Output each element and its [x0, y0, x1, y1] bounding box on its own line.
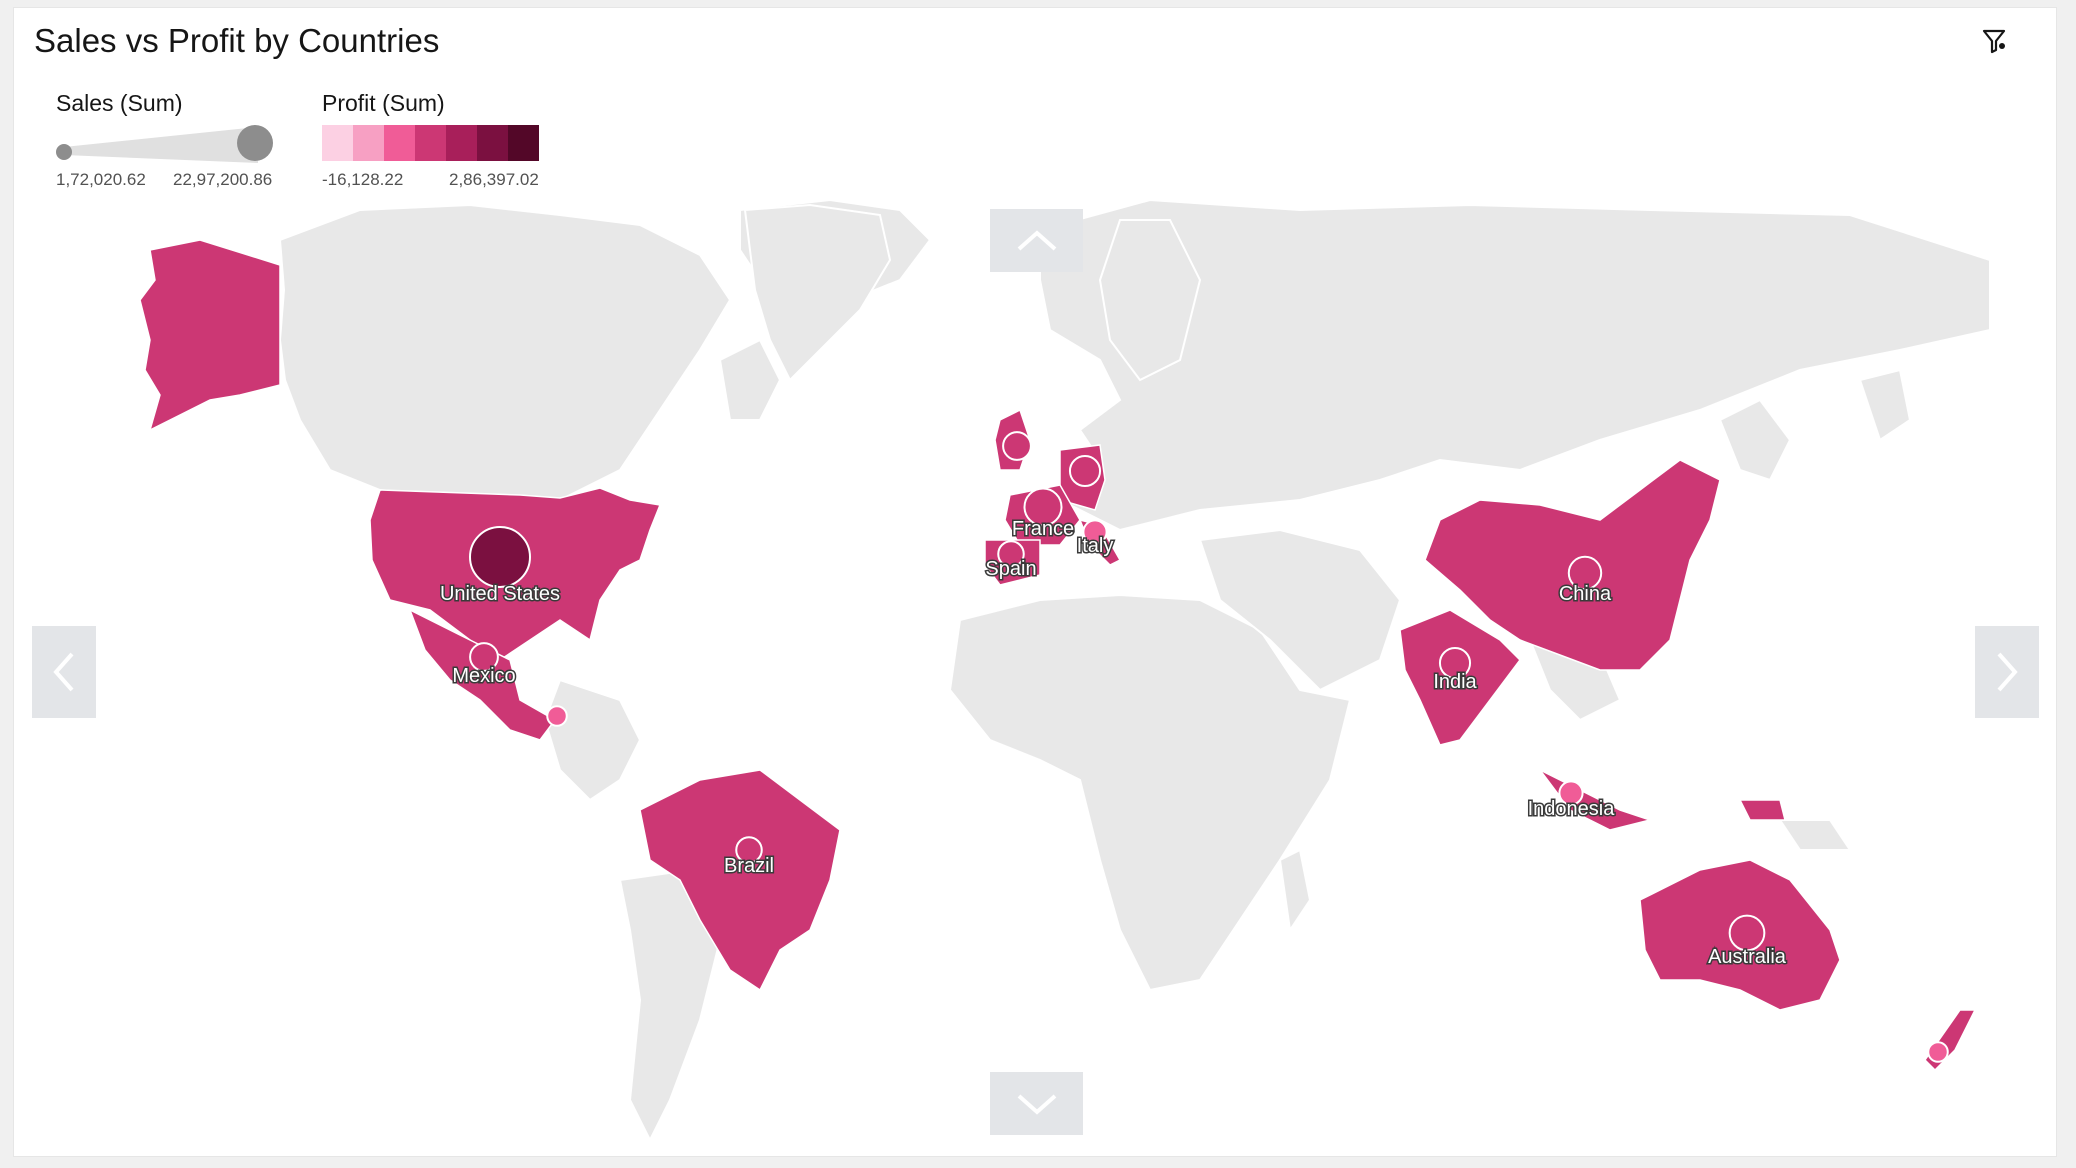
pan-left-button[interactable]: [32, 626, 96, 718]
sales-bubble[interactable]: [1082, 519, 1108, 545]
brazil-shape: [639, 769, 841, 992]
country-label: India: [1433, 671, 1477, 693]
sales-bubble[interactable]: [735, 836, 763, 864]
country-label: China: [1559, 583, 1612, 605]
pan-right-button[interactable]: [1975, 626, 2039, 718]
sales-bubble[interactable]: [1567, 555, 1603, 591]
ramp-step-0: [322, 125, 353, 161]
filter-button[interactable]: [1975, 22, 2015, 62]
color-legend-ramp: [322, 125, 539, 161]
country-label: Brazil: [724, 855, 774, 877]
country-label: Australia: [1708, 946, 1787, 968]
sales-bubble[interactable]: [997, 540, 1025, 568]
sales-bubble[interactable]: [1927, 1041, 1949, 1063]
color-legend-min: -16,128.22: [322, 170, 404, 189]
country-label: France: [1012, 518, 1074, 540]
highlighted-countries: [139, 239, 1977, 1072]
pan-down-button[interactable]: [990, 1072, 1083, 1135]
sales-bubbles: [469, 431, 1949, 1063]
ramp-step-1: [353, 125, 384, 161]
ramp-step-6: [508, 125, 539, 161]
size-legend-ramp: [56, 125, 273, 163]
country-label: Indonesia: [1528, 798, 1616, 820]
size-legend-title: Sales (Sum): [56, 90, 183, 116]
ramp-step-3: [415, 125, 446, 161]
country-labels: United States Mexico Brazil France Spain Ital…: [438, 517, 1788, 970]
size-legend-min: 1,72,020.62: [56, 170, 146, 189]
sales-bubble[interactable]: [1728, 914, 1766, 952]
land-background: [278, 198, 1991, 1143]
sales-bubble[interactable]: [1023, 487, 1063, 527]
chevron-right-icon: [1997, 652, 2018, 692]
sales-bubble[interactable]: [546, 705, 568, 727]
chevron-up-icon: [1017, 229, 1056, 250]
pan-up-button[interactable]: [990, 209, 1083, 272]
chevron-down-icon: [1017, 1094, 1056, 1115]
filter-icon: [1982, 29, 2006, 54]
country-label: Spain: [985, 558, 1036, 580]
country-label: United States: [440, 583, 560, 605]
color-legend-title: Profit (Sum): [322, 90, 445, 116]
country-label: Mexico: [452, 665, 515, 687]
sales-bubble[interactable]: [1068, 454, 1102, 488]
size-legend-max: 22,97,200.86: [173, 170, 273, 189]
sales-bubble[interactable]: [1438, 646, 1472, 680]
ramp-step-4: [446, 125, 477, 161]
sales-bubble[interactable]: [1558, 780, 1584, 806]
sales-bubble[interactable]: [469, 526, 531, 588]
ramp-step-5: [477, 125, 508, 161]
sales-bubble[interactable]: [469, 642, 499, 672]
chevron-left-icon: [53, 652, 74, 692]
ramp-step-2: [384, 125, 415, 161]
alaska-shape: [139, 239, 281, 432]
chart-title: Sales vs Profit by Countries: [34, 22, 440, 59]
sales-bubble[interactable]: [1002, 431, 1032, 461]
country-label: Italy: [1077, 535, 1114, 557]
new-guinea-shape: [1738, 799, 1786, 821]
color-legend-max: 2,86,397.02: [449, 170, 539, 189]
